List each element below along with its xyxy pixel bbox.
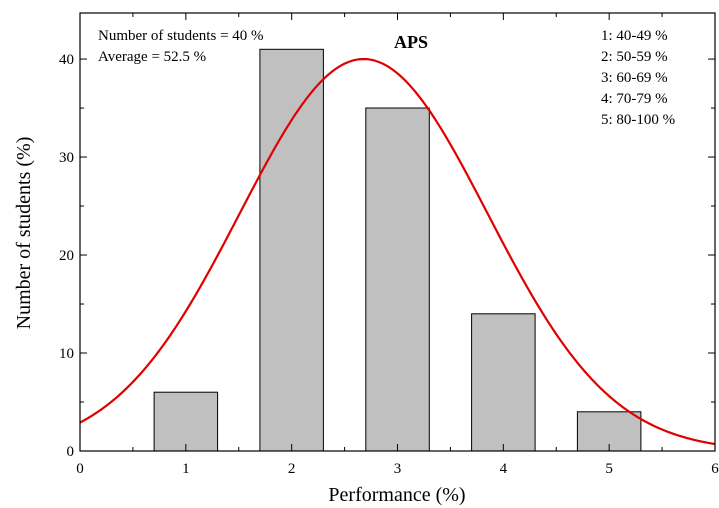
legend-entry-1: 1: 40-49 % <box>601 28 668 44</box>
y-tick-label: 0 <box>67 444 75 460</box>
y-tick-label: 30 <box>59 150 74 166</box>
legend-entry-5: 5: 80-100 % <box>601 112 675 128</box>
x-tick-label: 2 <box>288 461 296 477</box>
bar-1 <box>153 391 219 452</box>
y-tick-label: 20 <box>59 248 74 264</box>
x-tick-label: 4 <box>500 461 508 477</box>
legend-entry-4: 4: 70-79 % <box>601 91 668 107</box>
x-tick-label: 0 <box>76 461 84 477</box>
annotation-average: Average = 52.5 % <box>98 49 206 65</box>
y-tick-label: 40 <box>59 52 74 68</box>
bar-4 <box>471 313 536 452</box>
bar-3 <box>365 107 430 452</box>
tick-labels-group: 0 1 2 3 4 5 6 0 10 20 30 40 <box>59 52 719 477</box>
x-tick-label: 3 <box>394 461 402 477</box>
ticks-group <box>79 13 716 452</box>
bar-2 <box>259 48 324 452</box>
y-axis-title: Number of students (%) <box>13 137 35 330</box>
annotation-count: Number of students = 40 % <box>98 28 264 44</box>
x-tick-label: 1 <box>182 461 190 477</box>
x-tick-label: 5 <box>605 461 613 477</box>
legend-entry-3: 3: 60-69 % <box>601 70 668 86</box>
bars-group <box>153 48 642 452</box>
legend-entry-2: 2: 50-59 % <box>601 49 668 65</box>
chart-title: APS <box>394 32 428 52</box>
x-axis-title: Performance (%) <box>328 484 465 506</box>
y-tick-label: 10 <box>59 346 74 362</box>
x-tick-label: 6 <box>711 461 719 477</box>
fit-curve <box>79 57 716 446</box>
